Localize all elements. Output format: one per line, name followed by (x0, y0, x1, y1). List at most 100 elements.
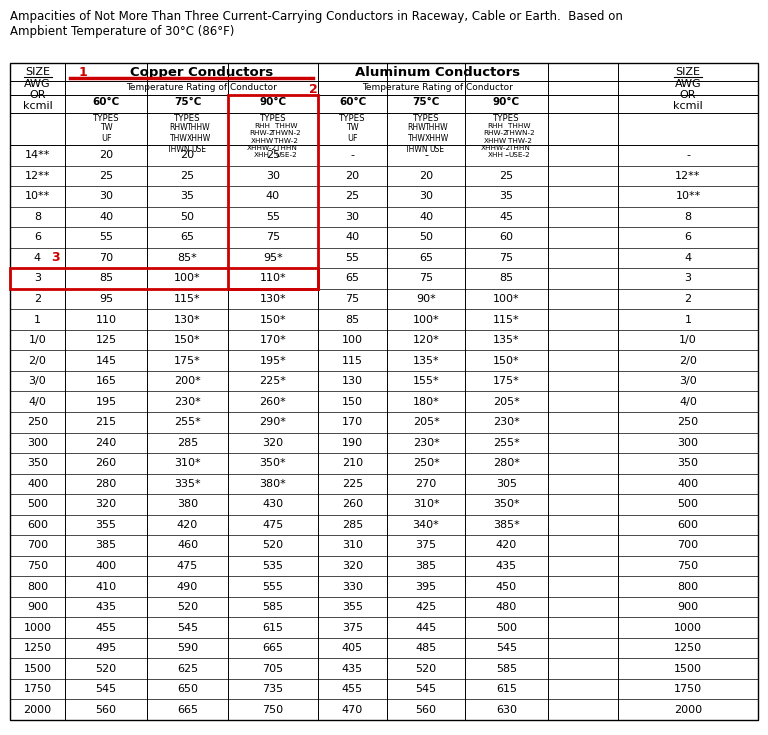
Text: 750: 750 (677, 561, 699, 571)
Text: 750: 750 (263, 705, 283, 714)
Bar (10, 268, 318, 289)
Text: 225: 225 (342, 478, 363, 489)
Text: 135*: 135* (412, 356, 439, 365)
Text: 100: 100 (342, 335, 363, 345)
Text: TYPES: TYPES (260, 114, 286, 123)
Text: 385*: 385* (493, 520, 520, 530)
Text: 25: 25 (266, 150, 280, 160)
Text: 20: 20 (346, 171, 359, 181)
Text: 60°C: 60°C (92, 97, 120, 107)
Text: 300: 300 (27, 438, 48, 448)
Text: TYPES: TYPES (174, 114, 200, 123)
Text: 545: 545 (496, 643, 517, 653)
Text: 65: 65 (180, 232, 194, 243)
Text: TYPES: TYPES (93, 114, 119, 123)
Text: 90*: 90* (416, 294, 436, 304)
Text: 310*: 310* (174, 459, 200, 468)
Text: 195*: 195* (260, 356, 286, 365)
Text: 115: 115 (342, 356, 363, 365)
Text: 405: 405 (342, 643, 363, 653)
Text: 130*: 130* (174, 315, 200, 325)
Text: 10**: 10** (25, 191, 50, 201)
Text: 170: 170 (342, 417, 363, 427)
Text: 30: 30 (419, 191, 433, 201)
Text: 1500: 1500 (24, 664, 51, 674)
Text: 495: 495 (95, 643, 117, 653)
Text: 4: 4 (684, 253, 691, 263)
Text: 175*: 175* (493, 376, 520, 386)
Text: 85: 85 (346, 315, 359, 325)
Text: 200*: 200* (174, 376, 201, 386)
Text: 500: 500 (677, 499, 699, 509)
Text: kcmil: kcmil (673, 101, 703, 111)
Text: 320: 320 (342, 561, 363, 571)
Text: 1000: 1000 (674, 623, 702, 633)
Text: 385: 385 (95, 540, 117, 551)
Text: Aluminum Conductors: Aluminum Conductors (356, 66, 521, 79)
Text: 400: 400 (95, 561, 117, 571)
Text: TW
UF: TW UF (100, 123, 112, 143)
Text: 10**: 10** (675, 191, 700, 201)
Text: 65: 65 (419, 253, 433, 263)
Text: 485: 485 (415, 643, 437, 653)
Text: 900: 900 (677, 602, 699, 612)
Text: 630: 630 (496, 705, 517, 714)
Text: 375: 375 (415, 540, 436, 551)
Text: Temperature Rating of Conductor: Temperature Rating of Conductor (126, 83, 277, 92)
Text: 285: 285 (177, 438, 198, 448)
Text: 100*: 100* (493, 294, 520, 304)
Text: 435: 435 (95, 602, 117, 612)
Text: 535: 535 (263, 561, 283, 571)
Text: 280*: 280* (493, 459, 520, 468)
Text: 100*: 100* (174, 273, 200, 284)
Text: 195: 195 (95, 397, 117, 406)
Text: 70: 70 (99, 253, 113, 263)
Text: 280: 280 (95, 478, 117, 489)
Text: 425: 425 (415, 602, 437, 612)
Text: 90°C: 90°C (260, 97, 286, 107)
Text: 14**: 14** (25, 150, 50, 160)
Text: 700: 700 (27, 540, 48, 551)
Text: 30: 30 (99, 191, 113, 201)
Text: 250: 250 (677, 417, 699, 427)
Text: 1500: 1500 (674, 664, 702, 674)
Text: -: - (424, 150, 428, 160)
Text: 350: 350 (27, 459, 48, 468)
Text: THHW
XHHW
USE: THHW XHHW USE (187, 123, 210, 154)
Text: 310*: 310* (412, 499, 439, 509)
Text: 125: 125 (95, 335, 117, 345)
Text: 40: 40 (346, 232, 359, 243)
Text: 350: 350 (677, 459, 699, 468)
Text: 50: 50 (180, 212, 194, 222)
Text: 85*: 85* (177, 253, 197, 263)
Text: 25: 25 (180, 171, 194, 181)
Text: 340*: 340* (412, 520, 439, 530)
Text: 30: 30 (346, 212, 359, 222)
Text: 335*: 335* (174, 478, 200, 489)
Text: 170*: 170* (260, 335, 286, 345)
Text: 40: 40 (266, 191, 280, 201)
Text: 55: 55 (266, 212, 280, 222)
Text: 255*: 255* (174, 417, 201, 427)
Text: 545: 545 (95, 684, 117, 694)
Text: 75: 75 (419, 273, 433, 284)
Text: 55: 55 (99, 232, 113, 243)
Text: 475: 475 (177, 561, 198, 571)
Text: 145: 145 (95, 356, 117, 365)
Text: 450: 450 (496, 581, 517, 592)
Text: 20: 20 (180, 150, 194, 160)
Text: 330: 330 (342, 581, 363, 592)
Text: 1: 1 (34, 315, 41, 325)
Text: 375: 375 (342, 623, 363, 633)
Text: 95: 95 (99, 294, 113, 304)
Text: 12**: 12** (25, 171, 50, 181)
Text: 60: 60 (499, 232, 514, 243)
Text: OR: OR (680, 90, 697, 100)
Text: AWG: AWG (674, 79, 701, 89)
Text: 75: 75 (346, 294, 359, 304)
Text: 230*: 230* (174, 397, 201, 406)
Text: 100*: 100* (412, 315, 439, 325)
Text: 585: 585 (263, 602, 283, 612)
Text: 430: 430 (263, 499, 283, 509)
Text: 1: 1 (684, 315, 691, 325)
